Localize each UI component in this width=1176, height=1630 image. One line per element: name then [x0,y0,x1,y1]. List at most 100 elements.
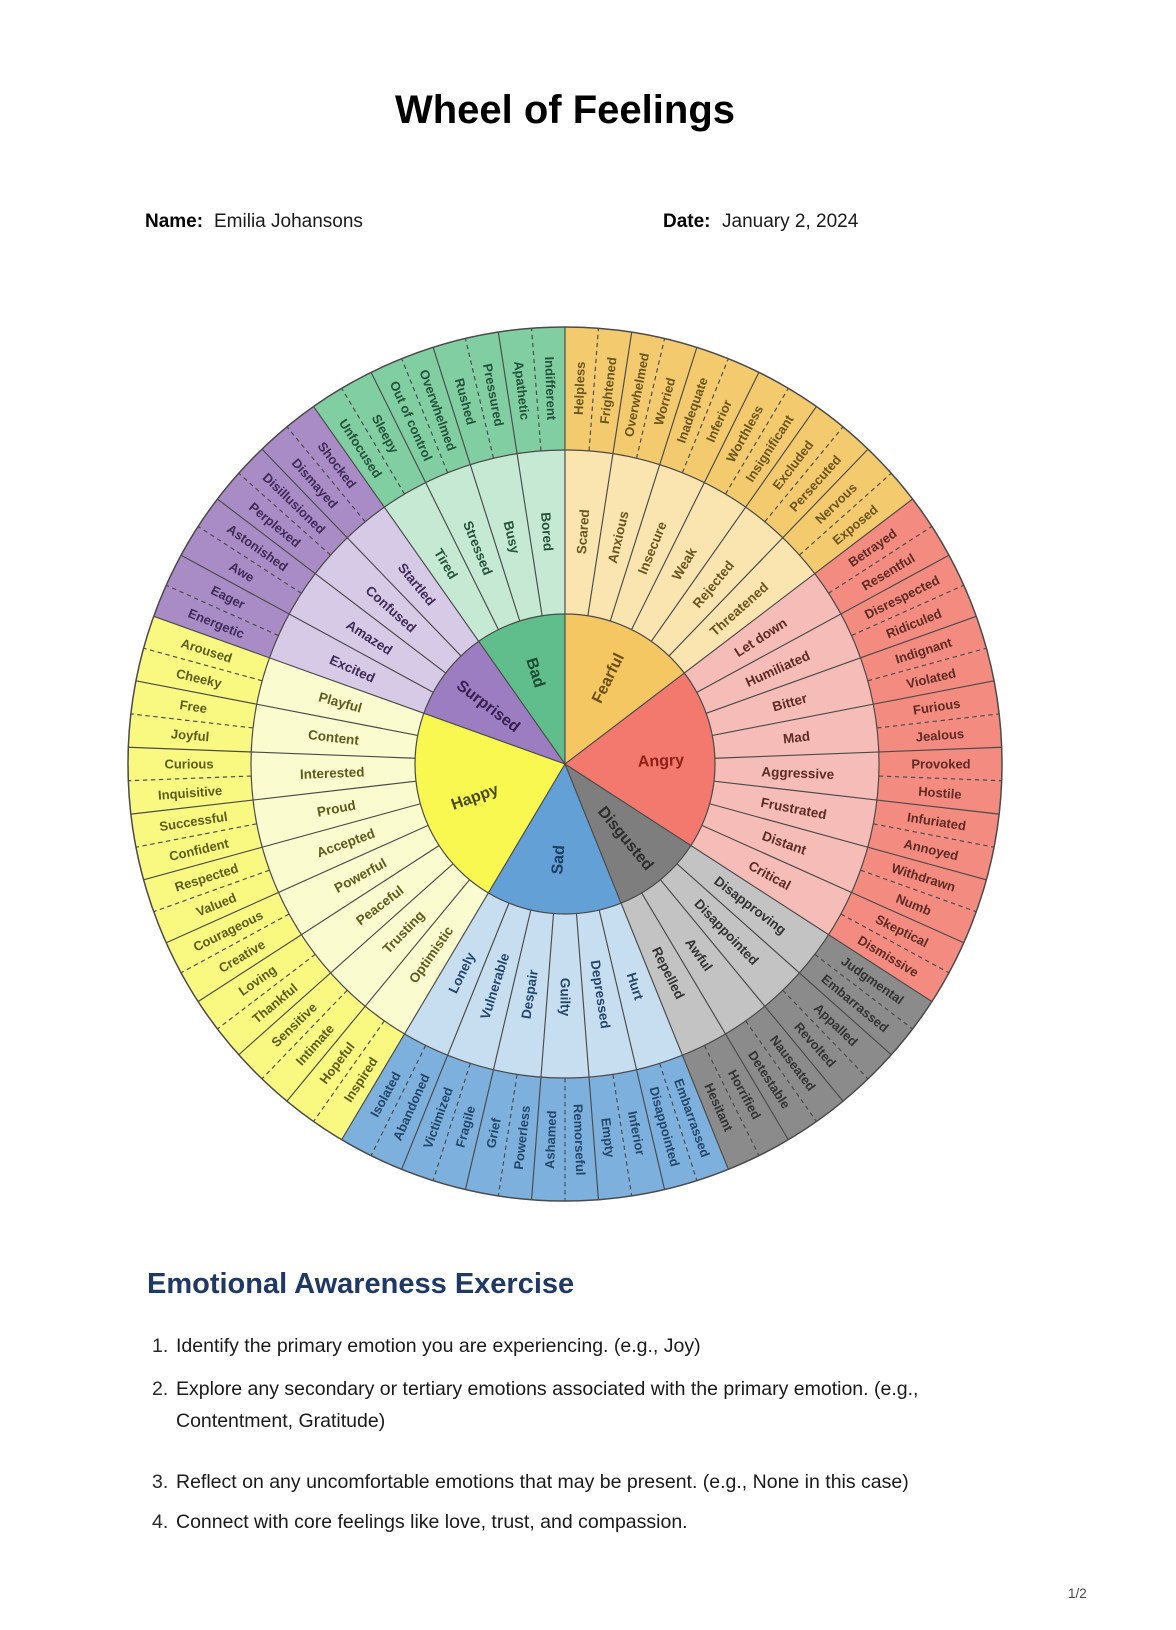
middle-segment [330,863,470,1007]
outer-segment [286,1006,385,1122]
segment-divider-line [530,913,555,1200]
outer-segment [433,338,494,465]
outer-segment [873,680,1000,728]
outer-segment [198,934,316,1029]
item-number: 3. [152,1471,169,1493]
middle-segment [493,910,554,1078]
exercise-item: 1. Identify the primary emotion you are … [152,1330,976,1362]
outer-segment [851,585,977,658]
middle-segment [660,863,800,1007]
core-sector-sad [488,764,622,914]
middle-segment [631,482,746,642]
pair-divider-line [401,358,449,473]
outer-segment [704,372,789,495]
outer-segment [153,585,279,658]
segment-divider-line [401,902,510,1170]
segment-divider-line [261,448,462,657]
outer-segment [130,680,257,728]
pair-divider-line [799,472,892,556]
outer-emotion-label: Inquisitive [157,783,222,803]
outer-emotion-label: Apathetic [511,360,533,421]
outer-segment [565,327,599,451]
middle-segment [347,507,479,656]
middle-segment [447,903,531,1070]
page-title: Wheel of Feelings [394,88,736,132]
middle-emotion-label: Content [307,727,360,748]
middle-segment [251,751,416,801]
outer-segment [840,892,964,973]
outer-segment [313,388,405,508]
pair-divider-line [286,426,366,523]
name-label: Name: [145,211,204,232]
middle-segment [251,704,418,759]
item-number: 1. [152,1335,169,1357]
pair-divider-line [851,584,964,637]
outer-segment [341,1033,426,1156]
outer-segment [840,555,964,636]
outer-segment [371,358,448,483]
segment-divider-line [217,498,447,674]
ring-boundary-circle [127,326,1003,1202]
middle-segment [253,781,421,848]
segment-divider-line [166,824,429,944]
core-sector-angry [565,673,715,846]
outer-segment [878,747,1002,781]
item-text: Identify the primary emotion you are exp… [176,1335,701,1357]
outer-segment [261,990,366,1102]
outer-emotion-label: Helpless [571,361,588,415]
outer-segment [860,616,987,681]
middle-segment [651,507,783,656]
outer-segment [135,648,263,705]
core-emotion-label: Sad [549,845,568,876]
outer-segment [867,648,995,705]
middle-segment [278,825,440,935]
segment-divider-line [238,863,454,1056]
outer-segment [612,1069,665,1196]
outer-segment [764,426,869,538]
segment-divider-line [464,909,532,1190]
outer-emotion-label: Furious [912,696,961,718]
outer-emotion-label: Empty [598,1117,618,1159]
outer-segment [682,358,759,483]
outer-segment [135,823,263,880]
outer-emotion-label: Provoked [911,757,970,772]
segment-divider-line [153,615,566,765]
outer-segment [851,870,977,943]
exercise-item: 3. Reflect on any uncomfortable emotions… [152,1466,976,1498]
outer-segment [814,934,932,1029]
meta-row: Name: Emilia Johansons Date: January 2, … [0,211,1176,237]
outer-segment [799,954,913,1055]
segment-divider-line [564,763,729,1170]
outer-segment [659,1055,729,1181]
page-number: 1/2 [1068,1586,1087,1601]
middle-segment [684,573,841,693]
segment-divider-line [696,554,950,693]
outer-segment [876,713,1002,752]
segment-divider-line [676,863,892,1056]
segment-divider-line [564,763,933,1003]
outer-segment [612,332,665,459]
outer-segment [873,800,1000,848]
outer-segment [704,1033,789,1156]
segment-divider-line [432,347,521,622]
middle-segment [621,892,726,1056]
segment-divider-line [714,746,1002,759]
segment-divider-line [598,909,666,1190]
outer-segment [867,823,995,880]
outer-segment [860,847,987,912]
outer-segment [465,1069,518,1196]
middle-segment [706,657,874,736]
segment-divider-line [668,448,869,657]
middle-emotion-label: Guilty [557,978,572,1017]
outer-segment [764,990,869,1102]
pair-divider-line [703,1045,760,1156]
middle-segment [289,573,446,693]
outer-segment [799,473,913,574]
feelings-wheel: Fearful Scared Anxious Insecure Weak Rejected… [115,314,1015,1214]
segment-divider-line [128,746,416,759]
pair-divider-line [143,647,263,682]
middle-emotion-label: Busy [501,519,523,555]
middle-segment [384,482,499,642]
outer-segment [217,473,331,574]
